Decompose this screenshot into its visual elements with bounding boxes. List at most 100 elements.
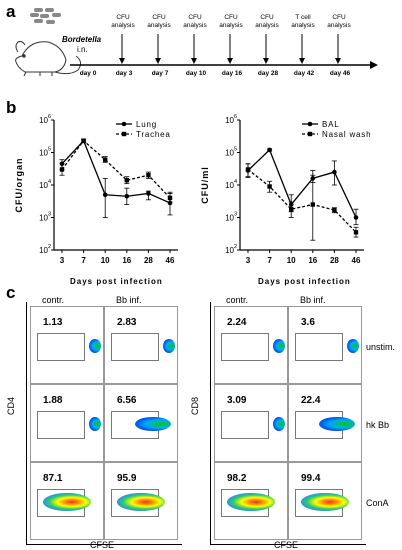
facs-plot-right-1-1: 22.4 xyxy=(288,384,362,462)
timeline-day-7: day 46 xyxy=(329,70,351,77)
facs-gate xyxy=(221,411,269,439)
y-tick-label-0-3: 10 xyxy=(39,149,48,158)
y-tick-exp-0-4: 6 xyxy=(48,114,51,120)
facs-col-label-right-1: Bb inf. xyxy=(300,295,326,305)
legend-label-1-0: BAL xyxy=(322,120,340,129)
series-line-1-0 xyxy=(247,148,357,218)
facs-gate xyxy=(221,333,269,361)
data-point-1-0-4 xyxy=(332,169,337,175)
facs-yaxis-line-left xyxy=(26,302,27,544)
facs-percentage: 99.4 xyxy=(301,473,321,484)
facs-percentage: 3.09 xyxy=(227,395,247,406)
facs-population xyxy=(89,339,101,353)
data-point-0-1-5 xyxy=(167,195,173,201)
x-tick-label-1-4: 28 xyxy=(330,256,339,265)
event-arrowhead-0 xyxy=(119,58,125,64)
facs-row-label-2: ConA xyxy=(366,498,389,508)
y-tick-label-1-2: 10 xyxy=(225,181,234,190)
timeline-day-4: day 16 xyxy=(221,70,243,77)
facs-col-label-left-0: contr. xyxy=(42,295,65,305)
facs-y-label-left: CD4 xyxy=(6,396,16,415)
facs-row-label-1: hk Bb xyxy=(366,420,390,430)
data-point-1-1-1 xyxy=(267,184,272,189)
facs-population xyxy=(117,493,165,511)
facs-percentage: 6.56 xyxy=(117,395,137,406)
facs-plot-right-1-0: 3.09 xyxy=(214,384,288,462)
event-arrowhead-2 xyxy=(191,58,197,64)
facs-plot-right-2-0: 98.2 xyxy=(214,462,288,540)
facs-plot-right-0-1: 3.6 xyxy=(288,306,362,384)
bacteria-icon xyxy=(30,8,61,24)
event-label-3: CFU analysis xyxy=(219,14,243,29)
facs-percentage: 87.1 xyxy=(43,473,63,484)
facs-population xyxy=(89,417,101,431)
legend-marker-1-0 xyxy=(307,121,313,127)
route-label: i.n. xyxy=(77,45,88,54)
facs-xaxis-line-left xyxy=(26,544,182,545)
x-axis-label-left: Days post infection xyxy=(70,277,163,286)
event-arrowhead-3 xyxy=(227,58,233,64)
event-label-0: CFU analysis xyxy=(111,14,135,29)
x-tick-label-1-0: 3 xyxy=(246,256,251,265)
legend-marker-0-1 xyxy=(121,131,127,137)
timeline-day-1: day 3 xyxy=(115,70,133,77)
y-tick-label-0-0: 10 xyxy=(39,246,48,255)
y-tick-exp-1-1: 3 xyxy=(234,212,237,218)
facs-gate xyxy=(37,333,85,361)
facs-percentage: 2.24 xyxy=(227,317,247,328)
data-point-1-1-0 xyxy=(245,167,251,172)
y-tick-label-0-2: 10 xyxy=(39,181,48,190)
y-tick-label-1-4: 10 xyxy=(225,116,234,125)
facs-plot-left-1-0: 1.88 xyxy=(30,384,104,462)
event-label-6: CFU analysis xyxy=(327,14,351,29)
event-arrowhead-5 xyxy=(299,58,305,64)
y-tick-label-1-3: 10 xyxy=(225,149,234,158)
timeline-day-2: day 7 xyxy=(151,70,169,77)
facs-yaxis-line-right xyxy=(210,302,211,544)
facs-y-label-right: CD8 xyxy=(190,396,200,415)
data-point-0-0-3 xyxy=(124,193,130,199)
x-tick-label-1-5: 46 xyxy=(352,256,361,265)
data-point-0-1-0 xyxy=(59,167,65,172)
facs-population xyxy=(273,417,285,431)
facs-plot-left-2-0: 87.1 xyxy=(30,462,104,540)
data-point-0-1-1 xyxy=(81,138,86,143)
data-point-1-0-5 xyxy=(353,215,359,220)
legend-label-1-1: Nasal wash xyxy=(322,130,371,139)
y-tick-label-1-0: 10 xyxy=(225,246,234,255)
x-tick-label-0-5: 46 xyxy=(166,256,175,265)
facs-x-label-right: CFSE xyxy=(274,540,299,550)
facs-x-label-left: CFSE xyxy=(90,540,115,550)
legend-marker-0-0 xyxy=(121,121,127,127)
series-line-0-1 xyxy=(61,139,171,199)
x-tick-label-0-1: 7 xyxy=(81,256,86,265)
facs-plot-right-0-0: 2.24 xyxy=(214,306,288,384)
facs-population xyxy=(273,339,285,353)
facs-percentage: 1.88 xyxy=(43,395,63,406)
data-point-1-1-5 xyxy=(353,230,359,235)
facs-xaxis-line-right xyxy=(210,544,366,545)
y-tick-exp-0-0: 2 xyxy=(48,244,51,250)
facs-gate xyxy=(111,333,159,361)
x-tick-label-0-2: 10 xyxy=(101,256,110,265)
y-axis-label-1: CFU/ml xyxy=(200,166,210,204)
data-point-1-1-2 xyxy=(289,207,294,212)
facs-population xyxy=(301,493,349,511)
y-tick-exp-1-0: 2 xyxy=(234,244,237,250)
x-tick-label-0-4: 28 xyxy=(144,256,153,265)
y-tick-label-0-1: 10 xyxy=(39,214,48,223)
event-arrowhead-4 xyxy=(263,58,269,64)
facs-population xyxy=(163,339,175,353)
facs-population xyxy=(43,493,91,511)
facs-population xyxy=(319,417,355,431)
facs-percentage: 95.9 xyxy=(117,473,137,484)
x-tick-label-1-1: 7 xyxy=(267,256,272,265)
data-point-0-0-4 xyxy=(146,191,151,196)
facs-col-label-right-0: contr. xyxy=(226,295,249,305)
series-line-1-1 xyxy=(247,168,357,233)
facs-plot-left-1-1: 6.56 xyxy=(104,384,178,462)
event-label-2: CFU analysis xyxy=(183,14,207,29)
y-tick-exp-0-2: 4 xyxy=(48,179,51,185)
facs-population xyxy=(347,339,359,353)
